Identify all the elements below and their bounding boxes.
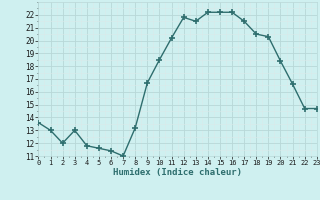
X-axis label: Humidex (Indice chaleur): Humidex (Indice chaleur) xyxy=(113,168,242,177)
